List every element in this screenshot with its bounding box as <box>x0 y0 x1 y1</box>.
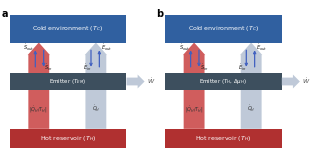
Text: $|\dot{Q}_H/T_H|$: $|\dot{Q}_H/T_H|$ <box>29 104 48 115</box>
Text: Emitter ($T_H$, $\Delta\mu_H$): Emitter ($T_H$, $\Delta\mu_H$) <box>199 77 247 86</box>
FancyBboxPatch shape <box>10 73 126 90</box>
Text: $\dot{S}_{in}$: $\dot{S}_{in}$ <box>200 62 208 73</box>
Text: Hot reservoir ($T_H$): Hot reservoir ($T_H$) <box>40 134 96 143</box>
FancyBboxPatch shape <box>165 15 282 43</box>
Polygon shape <box>282 74 300 89</box>
Text: $\dot{Q}_H$: $\dot{Q}_H$ <box>247 104 255 114</box>
FancyBboxPatch shape <box>10 15 126 43</box>
Polygon shape <box>126 74 144 89</box>
FancyBboxPatch shape <box>10 129 126 148</box>
FancyBboxPatch shape <box>165 73 282 90</box>
Text: $|\dot{Q}_H/T_H|$: $|\dot{Q}_H/T_H|$ <box>185 104 203 115</box>
FancyBboxPatch shape <box>165 129 282 148</box>
Text: b: b <box>157 9 163 19</box>
Text: Cold environment ($T_C$): Cold environment ($T_C$) <box>188 24 259 33</box>
Text: $\dot{E}_{in}$: $\dot{E}_{in}$ <box>83 62 91 73</box>
Text: $\dot{S}_{out}$: $\dot{S}_{out}$ <box>23 43 35 53</box>
Polygon shape <box>240 43 262 129</box>
Text: a: a <box>1 9 8 19</box>
Text: $\dot{E}_{out}$: $\dot{E}_{out}$ <box>100 43 112 53</box>
Polygon shape <box>183 43 205 129</box>
Text: Hot reservoir ($T_H$): Hot reservoir ($T_H$) <box>195 134 251 143</box>
Text: $\dot{E}_{out}$: $\dot{E}_{out}$ <box>256 43 267 53</box>
Text: $\dot{S}_{in}$: $\dot{S}_{in}$ <box>44 62 53 73</box>
Polygon shape <box>28 43 50 129</box>
Text: $\dot{E}_{in}$: $\dot{E}_{in}$ <box>238 62 246 73</box>
Text: $\dot{W}$: $\dot{W}$ <box>147 77 155 86</box>
Text: $\dot{W}$: $\dot{W}$ <box>302 77 310 86</box>
Polygon shape <box>85 43 107 129</box>
Text: $\dot{S}_{out}$: $\dot{S}_{out}$ <box>178 43 190 53</box>
Text: $\dot{Q}_H$: $\dot{Q}_H$ <box>92 104 100 114</box>
Text: Cold environment ($T_C$): Cold environment ($T_C$) <box>32 24 104 33</box>
Text: Emitter ($T_{EM}$): Emitter ($T_{EM}$) <box>50 77 87 86</box>
